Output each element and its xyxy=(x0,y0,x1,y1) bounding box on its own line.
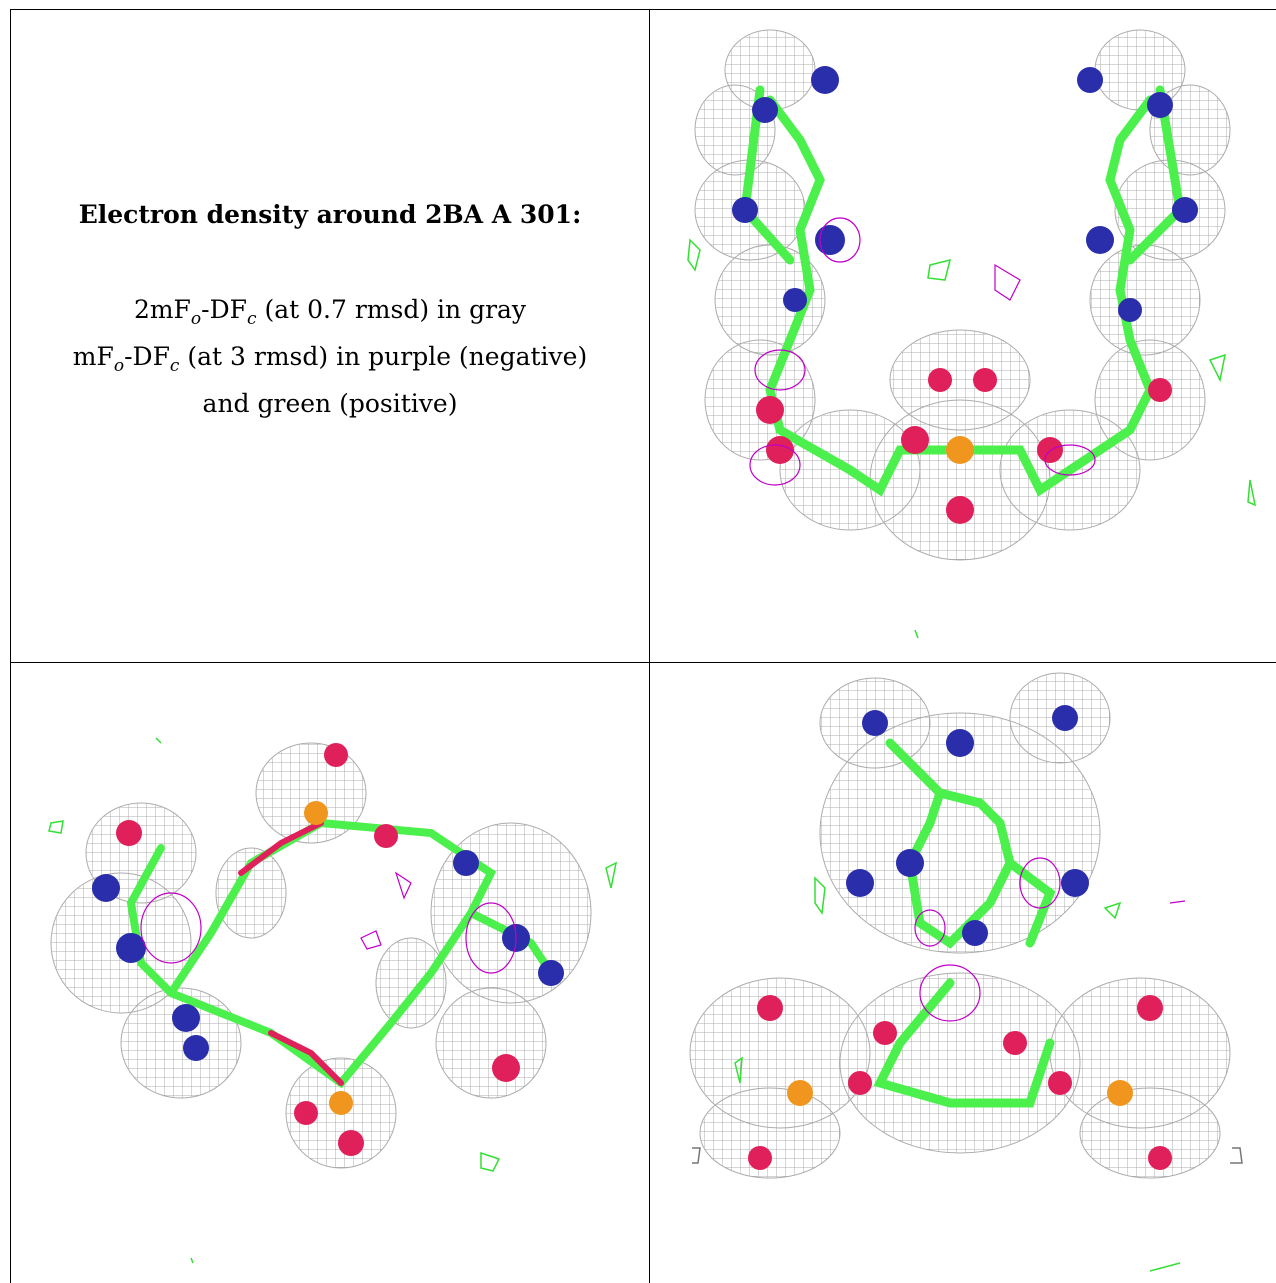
bonds-red-top-down xyxy=(238,820,344,1086)
caption-line-1-a: 2mF xyxy=(133,295,191,324)
grid-line-center xyxy=(649,9,650,1283)
density-view-end-on-svg xyxy=(689,672,1243,1272)
density-positive-end-on xyxy=(734,876,1181,1272)
density-positive-top-down xyxy=(48,737,618,1264)
caption-line-2-sub-c: c xyxy=(169,356,180,376)
caption-line-1-sub-o: o xyxy=(190,309,202,329)
caption-line-3: and green (positive) xyxy=(202,389,458,418)
density-positive-side xyxy=(687,238,1257,639)
density-negative-side xyxy=(749,217,1096,486)
density-view-side-svg xyxy=(687,29,1257,639)
caption-cell: Electron density around 2BA A 301: 2mFo-… xyxy=(10,200,650,423)
density-negative-end-on xyxy=(914,857,1186,1022)
atoms-phosphorus-end-on xyxy=(787,1080,1133,1106)
caption-title: Electron density around 2BA A 301: xyxy=(78,200,582,229)
bonds-end-on xyxy=(873,738,1056,1108)
atoms-oxygen-top-down xyxy=(116,743,520,1156)
grid-line-top xyxy=(10,9,1276,10)
mesh-gray-end-on xyxy=(689,672,1231,1179)
density-negative-top-down xyxy=(140,871,517,974)
atoms-nitrogen-top-down xyxy=(92,850,564,1061)
density-view-end-on xyxy=(650,663,1276,1283)
caption-line-2-sub-o: o xyxy=(113,356,125,376)
caption-line-2-b: -DF xyxy=(124,342,170,371)
atoms-oxygen-end-on xyxy=(748,995,1172,1170)
caption-line-1: 2mFo-DFc (at 0.7 rmsd) in gray xyxy=(10,291,650,338)
atoms-nitrogen-end-on xyxy=(846,705,1089,946)
density-gray-fragments-end-on xyxy=(692,1147,1243,1164)
caption-line-1-sub-c: c xyxy=(247,309,257,329)
caption-line-2: mFo-DFc (at 3 rmsd) in purple (negative) xyxy=(10,338,650,385)
density-view-top-down-svg xyxy=(48,737,618,1264)
density-view-side xyxy=(650,10,1276,662)
grid-line-left xyxy=(10,9,11,1283)
caption-line-2-a: mF xyxy=(72,342,114,371)
atoms-nitrogen-side xyxy=(732,66,1198,322)
grid-line-middle xyxy=(10,662,1276,663)
atoms-phosphorus-top-down xyxy=(304,801,353,1115)
caption-line-1-b: -DF xyxy=(201,295,247,324)
caption-line-2-c: (at 3 rmsd) in purple (negative) xyxy=(179,342,588,371)
density-view-top-down xyxy=(11,663,649,1283)
atoms-phosphorus-side xyxy=(946,436,974,464)
atoms-oxygen-side xyxy=(756,368,1172,524)
caption-line-1-c: (at 0.7 rmsd) in gray xyxy=(256,295,527,324)
